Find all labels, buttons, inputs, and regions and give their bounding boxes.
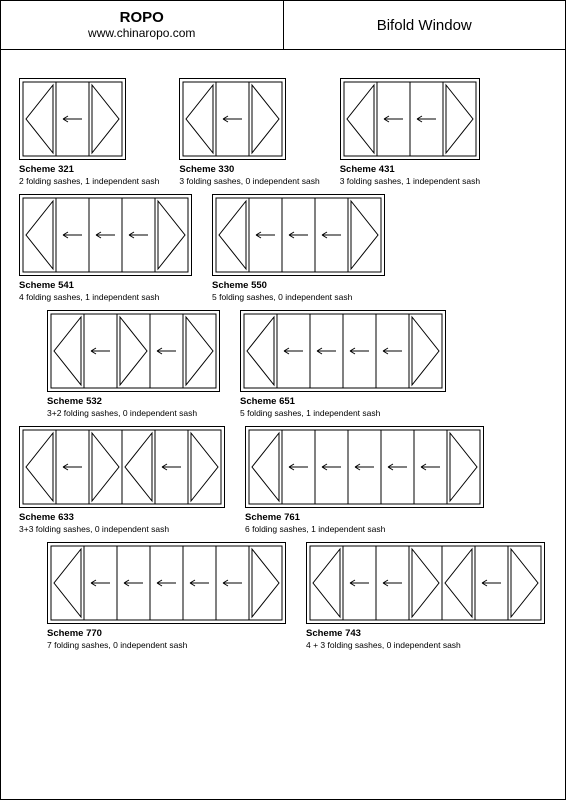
window-diagram xyxy=(47,310,220,392)
scheme-633: Scheme 633 3+3 folding sashes, 0 indepen… xyxy=(19,426,225,534)
header-brand-cell: ROPO www.chinaropo.com xyxy=(1,1,284,49)
scheme-caption: Scheme 743 4 + 3 folding sashes, 0 indep… xyxy=(306,628,545,650)
scheme-651: Scheme 651 5 folding sashes, 1 independe… xyxy=(240,310,446,418)
window-diagram xyxy=(240,310,446,392)
window-diagram xyxy=(19,426,225,508)
scheme-label: Scheme 532 xyxy=(47,396,102,407)
scheme-770: Scheme 770 7 folding sashes, 0 independe… xyxy=(47,542,286,650)
scheme-label: Scheme 321 xyxy=(19,164,74,175)
scheme-desc: 3 folding sashes, 0 independent sash xyxy=(179,176,319,186)
window-diagram xyxy=(306,542,545,624)
window-diagram xyxy=(19,78,126,160)
scheme-caption: Scheme 651 5 folding sashes, 1 independe… xyxy=(240,396,446,418)
scheme-caption: Scheme 633 3+3 folding sashes, 0 indepen… xyxy=(19,512,225,534)
window-diagram xyxy=(212,194,385,276)
scheme-label: Scheme 770 xyxy=(47,628,102,639)
scheme-321: Scheme 321 2 folding sashes, 1 independe… xyxy=(19,78,159,186)
scheme-label: Scheme 633 xyxy=(19,512,74,523)
scheme-label: Scheme 550 xyxy=(212,280,267,291)
scheme-desc: 3 folding sashes, 1 independent sash xyxy=(340,176,480,186)
scheme-743: Scheme 743 4 + 3 folding sashes, 0 indep… xyxy=(306,542,545,650)
scheme-row: Scheme 321 2 folding sashes, 1 independe… xyxy=(19,78,547,186)
window-diagram xyxy=(179,78,286,160)
scheme-label: Scheme 761 xyxy=(245,512,300,523)
scheme-row: Scheme 532 3+2 folding sashes, 0 indepen… xyxy=(19,310,547,418)
scheme-caption: Scheme 541 4 folding sashes, 1 independe… xyxy=(19,280,192,302)
brand-name: ROPO xyxy=(120,10,164,27)
product-title: Bifold Window xyxy=(377,17,472,34)
window-diagram xyxy=(340,78,480,160)
diagram-body: Scheme 321 2 folding sashes, 1 independe… xyxy=(1,50,565,668)
scheme-caption: Scheme 321 2 folding sashes, 1 independe… xyxy=(19,164,159,186)
header-title-cell: Bifold Window xyxy=(284,1,566,49)
scheme-330: Scheme 330 3 folding sashes, 0 independe… xyxy=(179,78,319,186)
scheme-desc: 4 + 3 folding sashes, 0 independent sash xyxy=(306,640,545,650)
scheme-label: Scheme 541 xyxy=(19,280,74,291)
scheme-caption: Scheme 532 3+2 folding sashes, 0 indepen… xyxy=(47,396,220,418)
scheme-550: Scheme 550 5 folding sashes, 0 independe… xyxy=(212,194,385,302)
scheme-label: Scheme 330 xyxy=(179,164,234,175)
brand-url: www.chinaropo.com xyxy=(88,27,195,40)
window-diagram xyxy=(47,542,286,624)
scheme-label: Scheme 431 xyxy=(340,164,395,175)
scheme-desc: 7 folding sashes, 0 independent sash xyxy=(47,640,286,650)
window-diagram xyxy=(19,194,192,276)
scheme-desc: 5 folding sashes, 1 independent sash xyxy=(240,408,446,418)
scheme-desc: 3+3 folding sashes, 0 independent sash xyxy=(19,524,225,534)
window-diagram xyxy=(245,426,484,508)
scheme-row: Scheme 541 4 folding sashes, 1 independe… xyxy=(19,194,547,302)
scheme-label: Scheme 743 xyxy=(306,628,361,639)
scheme-541: Scheme 541 4 folding sashes, 1 independe… xyxy=(19,194,192,302)
scheme-532: Scheme 532 3+2 folding sashes, 0 indepen… xyxy=(47,310,220,418)
scheme-431: Scheme 431 3 folding sashes, 1 independe… xyxy=(340,78,480,186)
scheme-desc: 6 folding sashes, 1 independent sash xyxy=(245,524,484,534)
scheme-caption: Scheme 761 6 folding sashes, 1 independe… xyxy=(245,512,484,534)
scheme-761: Scheme 761 6 folding sashes, 1 independe… xyxy=(245,426,484,534)
scheme-desc: 2 folding sashes, 1 independent sash xyxy=(19,176,159,186)
scheme-row: Scheme 770 7 folding sashes, 0 independe… xyxy=(19,542,547,650)
scheme-desc: 5 folding sashes, 0 independent sash xyxy=(212,292,385,302)
scheme-caption: Scheme 431 3 folding sashes, 1 independe… xyxy=(340,164,480,186)
scheme-caption: Scheme 550 5 folding sashes, 0 independe… xyxy=(212,280,385,302)
scheme-caption: Scheme 330 3 folding sashes, 0 independe… xyxy=(179,164,319,186)
header: ROPO www.chinaropo.com Bifold Window xyxy=(1,1,565,50)
scheme-row: Scheme 633 3+3 folding sashes, 0 indepen… xyxy=(19,426,547,534)
scheme-caption: Scheme 770 7 folding sashes, 0 independe… xyxy=(47,628,286,650)
scheme-desc: 4 folding sashes, 1 independent sash xyxy=(19,292,192,302)
scheme-label: Scheme 651 xyxy=(240,396,295,407)
page-frame: ROPO www.chinaropo.com Bifold Window Sch… xyxy=(0,0,566,800)
scheme-desc: 3+2 folding sashes, 0 independent sash xyxy=(47,408,220,418)
